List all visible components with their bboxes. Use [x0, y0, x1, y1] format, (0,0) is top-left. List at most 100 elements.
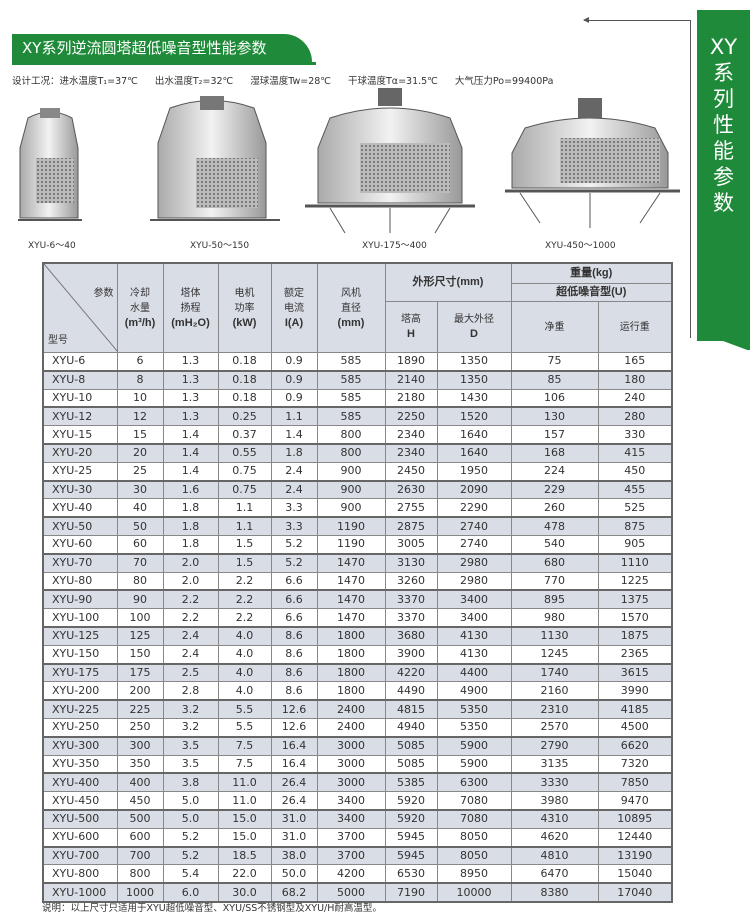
value-cell: 100 [116, 608, 164, 628]
value-cell: 1.1 [217, 498, 272, 518]
table-row: XYU-450 450 5.0 11.0 26.4 3400 5920 7080 3980 947… [42, 791, 673, 811]
value-cell: 1110 [597, 552, 673, 573]
value-cell: 2980 [436, 552, 512, 573]
value-cell: 680 [510, 552, 599, 573]
model-cell: XYU-700 [42, 845, 118, 866]
tower-caption: XYU-450～1000 [545, 241, 616, 251]
value-cell: 16.4 [270, 754, 318, 774]
header-flow: 冷却 水量 (m³/h) [116, 262, 164, 353]
value-cell: 4400 [436, 662, 512, 683]
value-cell: 2740 [436, 516, 512, 536]
table-row: XYU-70 70 2.0 1.5 5.2 1470 3130 2980 680 1110 [42, 552, 673, 573]
value-cell: 2.4 [162, 625, 219, 646]
value-cell: 12.6 [270, 699, 318, 719]
value-cell: 240 [597, 388, 673, 408]
value-cell: 157 [510, 425, 599, 445]
value-cell: 3700 [316, 827, 386, 848]
value-cell: 5350 [436, 717, 512, 738]
value-cell: 1245 [510, 644, 599, 665]
header-height: 塔高 H [384, 301, 438, 353]
table-row: XYU-10 10 1.3 0.18 0.9 585 2180 1430 106 240 [42, 388, 673, 408]
model-cell: XYU-20 [42, 442, 118, 463]
value-cell: 1470 [316, 608, 386, 628]
hl: 净重 [544, 321, 565, 333]
value-cell: 225 [116, 699, 164, 719]
value-cell: 3.2 [162, 699, 219, 719]
value-cell: 8.6 [270, 644, 318, 665]
value-cell: 3130 [384, 552, 438, 573]
condition-dry-bulb: 干球温度Tα=31.5℃ [348, 76, 438, 87]
value-cell: 0.55 [217, 442, 272, 463]
value-cell: 80 [116, 571, 164, 591]
value-cell: 0.25 [217, 406, 272, 427]
value-cell: 6470 [510, 864, 599, 884]
value-cell: 1740 [510, 662, 599, 683]
value-cell: 30.0 [217, 882, 272, 903]
hl: 功率 [234, 302, 255, 314]
value-cell: 168 [510, 442, 599, 463]
value-cell: 3260 [384, 571, 438, 591]
tower-illustrations [18, 88, 680, 234]
value-cell: 15.0 [217, 827, 272, 848]
model-cell: XYU-10 [42, 388, 118, 408]
value-cell: 8.6 [270, 662, 318, 683]
table-row: XYU-30 30 1.6 0.75 2.4 900 2630 2090 229 455 [42, 479, 673, 500]
value-cell: 15040 [597, 864, 673, 884]
table-row: XYU-15 15 1.4 0.37 1.4 800 2340 1640 157 330 [42, 425, 673, 445]
value-cell: 2.2 [217, 608, 272, 628]
hl: 电机 [234, 287, 255, 299]
value-cell: 125 [116, 625, 164, 646]
value-cell: 3400 [436, 608, 512, 628]
value-cell: 800 [316, 425, 386, 445]
value-cell: 5.0 [162, 808, 219, 829]
value-cell: 11.0 [217, 772, 272, 793]
table-row: XYU-12 12 1.3 0.25 1.1 585 2250 1520 130 280 [42, 406, 673, 427]
table-row: XYU-8 8 1.3 0.18 0.9 585 2140 1350 85 180 [42, 369, 673, 390]
value-cell: 0.18 [217, 369, 272, 390]
value-cell: 525 [597, 498, 673, 518]
value-cell: 5.2 [270, 534, 318, 555]
value-cell: 280 [597, 406, 673, 427]
value-cell: 4220 [384, 662, 438, 683]
value-cell: 2340 [384, 425, 438, 445]
value-cell: 540 [510, 534, 599, 555]
value-cell: 1.3 [162, 369, 219, 390]
value-cell: 5945 [384, 827, 438, 848]
value-cell: 2400 [316, 699, 386, 719]
value-cell: 4900 [436, 681, 512, 701]
value-cell: 770 [510, 571, 599, 591]
model-cell: XYU-125 [42, 625, 118, 646]
model-cell: XYU-80 [42, 571, 118, 591]
value-cell: 0.9 [270, 388, 318, 408]
value-cell: 17040 [597, 882, 673, 903]
header-fan: 风机 直径 (mm) [316, 262, 386, 353]
value-cell: 2400 [316, 717, 386, 738]
model-cell: XYU-400 [42, 772, 118, 793]
value-cell: 5920 [384, 808, 438, 829]
value-cell: 3.8 [162, 772, 219, 793]
value-cell: 1.8 [162, 516, 219, 536]
value-cell: 2.0 [162, 552, 219, 573]
tower-medium-image [150, 96, 280, 221]
footnote: 说明：以上尺寸只适用于XYU超低噪音型、XYU/SS不锈钢型及XYU/H耐高温型… [42, 903, 382, 914]
model-cell: XYU-12 [42, 406, 118, 427]
value-cell: 4.0 [217, 681, 272, 701]
value-cell: 68.2 [270, 882, 318, 903]
value-cell: 7.5 [217, 754, 272, 774]
value-cell: 38.0 [270, 845, 318, 866]
value-cell: 2310 [510, 699, 599, 719]
value-cell: 250 [116, 717, 164, 738]
value-cell: 1875 [597, 625, 673, 646]
value-cell: 3680 [384, 625, 438, 646]
value-cell: 1130 [510, 625, 599, 646]
value-cell: 2340 [384, 442, 438, 463]
value-cell: 7850 [597, 772, 673, 793]
value-cell: 8380 [510, 882, 599, 903]
value-cell: 12440 [597, 827, 673, 848]
value-cell: 1350 [436, 369, 512, 390]
value-cell: 2140 [384, 369, 438, 390]
value-cell: 0.9 [270, 369, 318, 390]
value-cell: 3.3 [270, 516, 318, 536]
table-row: XYU-800 800 5.4 22.0 50.0 4200 6530 8950 6470 150… [42, 864, 673, 884]
value-cell: 8.6 [270, 625, 318, 646]
